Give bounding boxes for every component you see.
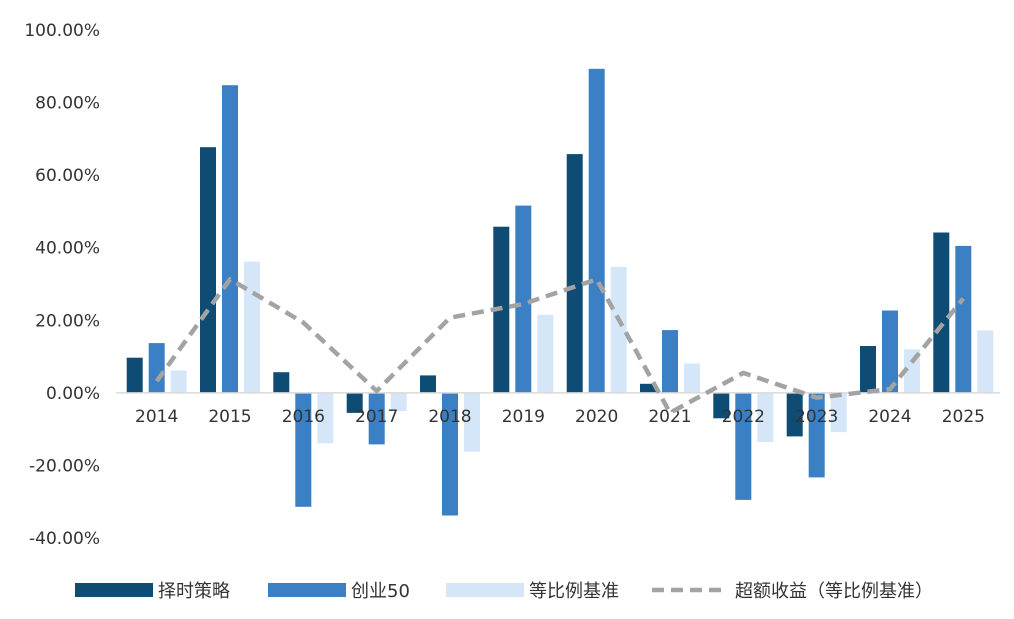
bar-2020-1 (567, 154, 583, 393)
x-tick-label: 2014 (135, 407, 178, 427)
y-tick-label: 60.00% (35, 166, 100, 186)
x-tick-label: 2024 (868, 407, 911, 427)
bar-2021-2 (662, 330, 678, 393)
bar-2020-2 (589, 69, 605, 393)
legend-swatch-3 (446, 583, 524, 597)
y-tick-label: -20.00% (29, 456, 100, 476)
legend-label-1: 择时策略 (158, 581, 230, 602)
legend-label-2: 创业50 (351, 581, 410, 602)
x-tick-label: 2021 (648, 407, 691, 427)
y-tick-label: -40.00% (29, 529, 100, 549)
x-tick-label: 2020 (575, 407, 618, 427)
bar-2023-2 (809, 393, 825, 478)
bar-2025-1 (933, 233, 949, 393)
y-tick-label: 40.00% (35, 239, 100, 259)
x-axis-ticks: 2014 2015 2016 2017 2018 2019 2020 2021 2022 2023… (135, 407, 985, 427)
legend-label-3: 等比例基准 (529, 581, 619, 602)
y-tick-label: 0.00% (46, 384, 100, 404)
bar-2015-1 (200, 147, 216, 393)
legend-swatch-2 (268, 583, 346, 597)
bar-2021-3 (684, 364, 700, 393)
bar-2014-1 (127, 358, 143, 393)
x-tick-label: 2025 (942, 407, 985, 427)
bar-series (127, 69, 994, 516)
y-axis-ticks: 100.00% 80.00% 60.00% 40.00% 20.00% 0.00% -20.… (24, 21, 100, 549)
bar-2024-2 (882, 311, 898, 393)
bar-2019-3 (537, 315, 553, 393)
legend: 择时策略 创业50 等比例基准 超额收益（等比例基准） (75, 581, 933, 602)
bar-2014-3 (171, 370, 187, 393)
bar-2015-3 (244, 262, 260, 393)
y-tick-label: 100.00% (24, 21, 100, 41)
legend-label-4: 超额收益（等比例基准） (735, 581, 933, 602)
legend-swatch-1 (75, 583, 153, 597)
x-tick-label: 2018 (428, 407, 471, 427)
bar-2024-1 (860, 346, 876, 393)
x-tick-label: 2023 (795, 407, 838, 427)
bar-2018-1 (420, 375, 436, 392)
x-tick-label: 2022 (722, 407, 765, 427)
bar-2020-3 (611, 267, 627, 393)
x-tick-label: 2015 (208, 407, 251, 427)
x-tick-label: 2016 (282, 407, 325, 427)
bar-2025-2 (955, 246, 971, 393)
x-tick-label: 2017 (355, 407, 398, 427)
y-tick-label: 80.00% (35, 94, 100, 114)
y-tick-label: 20.00% (35, 311, 100, 331)
bar-2019-2 (515, 206, 531, 393)
bar-2016-1 (273, 372, 289, 393)
bar-2014-2 (149, 343, 165, 393)
bar-2025-3 (977, 330, 993, 392)
bar-2015-2 (222, 85, 238, 393)
x-tick-label: 2019 (502, 407, 545, 427)
